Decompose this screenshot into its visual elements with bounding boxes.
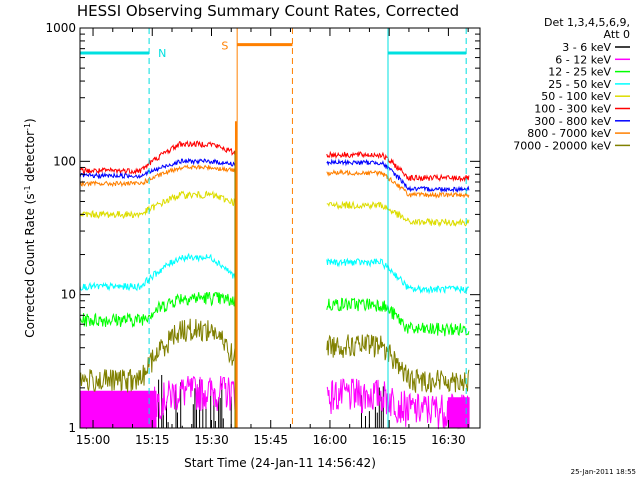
y-axis-label: Corrected Count Rate (s-1 detector-1) bbox=[23, 118, 37, 337]
series-7-segment-0 bbox=[79, 164, 236, 188]
y-tick-label-0: 1 bbox=[68, 421, 76, 435]
legend-label-6: 300 - 800 keV bbox=[534, 115, 611, 128]
series-1-segment-1 bbox=[326, 378, 470, 430]
legend-header-1: Att 0 bbox=[604, 28, 630, 41]
x-tick-label-6: 16:30 bbox=[431, 433, 466, 447]
series-layer bbox=[79, 121, 470, 430]
timestamp: 25-Jan-2011 18:55 bbox=[571, 468, 636, 476]
series-2-segment-0 bbox=[79, 291, 237, 328]
series-5-segment-0 bbox=[79, 139, 237, 176]
plot-frame bbox=[79, 27, 481, 429]
legend-label-1: 6 - 12 keV bbox=[555, 53, 611, 66]
x-tick-label-1: 15:15 bbox=[135, 433, 170, 447]
series-3-segment-0 bbox=[79, 252, 236, 292]
x-tick-label-4: 16:00 bbox=[313, 433, 348, 447]
series-4-segment-0 bbox=[79, 190, 237, 219]
series-3-segment-1 bbox=[326, 257, 470, 295]
series-2-segment-1 bbox=[326, 297, 470, 337]
legend-label-3: 25 - 50 keV bbox=[548, 78, 611, 91]
x-tick-label-0: 15:00 bbox=[76, 433, 111, 447]
x-tick-label-5: 16:15 bbox=[372, 433, 407, 447]
flag-n-label: N bbox=[158, 47, 166, 60]
legend-label-8: 7000 - 20000 keV bbox=[513, 139, 611, 152]
flags-layer: NS bbox=[80, 28, 467, 428]
legend-header-0: Det 1,3,4,5,6,9, bbox=[544, 16, 630, 29]
flag-s-label: S bbox=[221, 40, 228, 53]
legend-label-5: 100 - 300 keV bbox=[534, 103, 611, 116]
series-8-segment-1 bbox=[326, 333, 470, 393]
x-tick-label-2: 15:30 bbox=[194, 433, 229, 447]
series-5-segment-1 bbox=[326, 150, 470, 183]
legend-label-0: 3 - 6 keV bbox=[562, 41, 611, 54]
x-tick-label-3: 15:45 bbox=[253, 433, 288, 447]
series-8-segment-0 bbox=[79, 318, 237, 393]
y-tick-label-2: 100 bbox=[53, 154, 76, 168]
legend-label-2: 12 - 25 keV bbox=[548, 66, 611, 79]
y-tick-label-1: 10 bbox=[61, 288, 76, 302]
series-7-segment-1 bbox=[326, 168, 470, 199]
series-6-segment-1 bbox=[326, 158, 470, 193]
x-axis-label: Start Time (24-Jan-11 14:56:42) bbox=[184, 456, 376, 470]
series-1-segment-0 bbox=[79, 375, 237, 430]
legend-label-4: 50 - 100 keV bbox=[541, 90, 611, 103]
legend-label-7: 800 - 7000 keV bbox=[527, 127, 611, 140]
y-tick-label-3: 1000 bbox=[45, 21, 76, 35]
axes-layer: 15:00 15:15 15:30 15:45 16:00 16:15 16:30 1 10 10… bbox=[45, 21, 480, 447]
series-4-segment-1 bbox=[326, 200, 470, 228]
series-6-segment-0 bbox=[79, 157, 237, 180]
chart-title: HESSI Observing Summary Count Rates, Cor… bbox=[77, 2, 459, 20]
